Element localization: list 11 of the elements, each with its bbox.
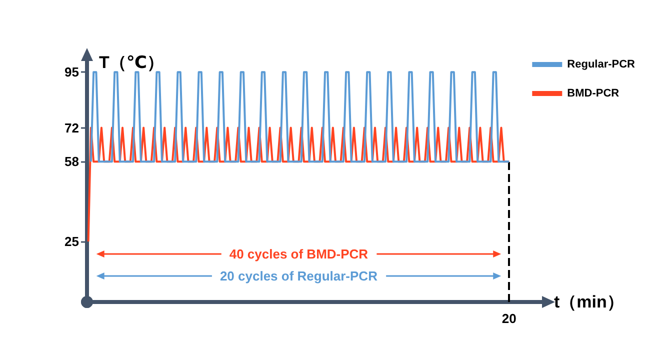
x-axis-title: t（min） <box>554 292 624 312</box>
y-tick-label: 58 <box>64 154 79 170</box>
legend-label: BMD-PCR <box>567 88 620 100</box>
x-tick-label: 20 <box>502 311 516 326</box>
y-tick-label: 25 <box>64 234 79 249</box>
y-axis-title: T（℃） <box>99 53 164 72</box>
y-tick-label: 72 <box>64 120 79 136</box>
annotation: 20 cycles of Regular-PCR <box>220 268 378 284</box>
annotation: 40 cycles of BMD-PCR <box>229 246 369 262</box>
y-tick-label: 95 <box>64 64 79 80</box>
legend-label: Regular-PCR <box>567 58 636 70</box>
